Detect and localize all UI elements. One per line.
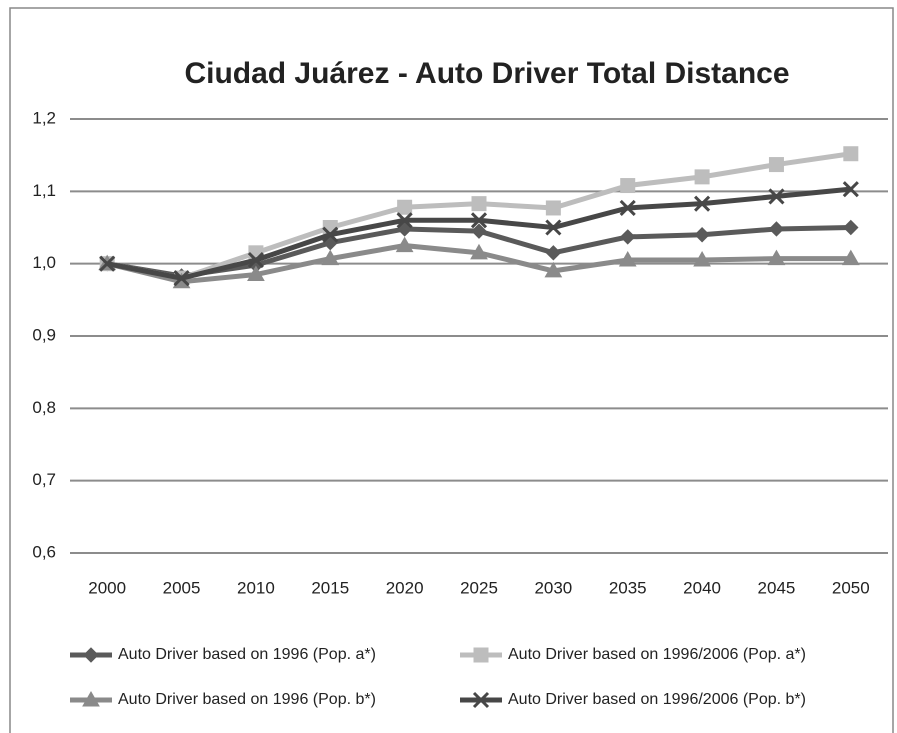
point-marker <box>620 229 636 245</box>
legend-label: Auto Driver based on 1996/2006 (Pop. b*) <box>508 691 806 708</box>
x-tick-label: 2005 <box>163 578 201 597</box>
point-marker <box>694 169 710 185</box>
point-marker <box>693 251 711 267</box>
point-marker <box>694 195 711 212</box>
chart-border <box>9 7 894 733</box>
point-marker <box>173 270 190 287</box>
y-tick-label: 0,6 <box>32 542 56 561</box>
point-marker <box>470 212 488 229</box>
point-marker <box>247 265 265 282</box>
point-marker <box>247 251 264 269</box>
point-marker <box>618 251 637 267</box>
legend-swatch <box>82 690 100 707</box>
x-tick-label: 2015 <box>311 578 349 597</box>
point-marker <box>767 249 786 266</box>
x-tick-label: 2050 <box>832 578 870 597</box>
x-tick-label: 2010 <box>237 578 275 597</box>
point-marker <box>395 236 414 253</box>
x-tick-label: 2000 <box>88 578 126 597</box>
point-marker <box>471 196 487 212</box>
x-tick-label: 2025 <box>460 578 498 597</box>
x-tick-label: 2040 <box>683 578 721 597</box>
point-marker <box>470 243 488 260</box>
y-tick-label: 0,9 <box>32 325 56 344</box>
point-marker <box>99 255 116 272</box>
point-marker <box>321 249 340 266</box>
point-marker <box>768 221 785 237</box>
legend-label: Auto Driver based on 1996 (Pop. a*) <box>118 646 376 663</box>
point-marker <box>545 245 562 261</box>
point-marker <box>545 200 561 216</box>
point-marker <box>843 146 859 162</box>
x-tick-label: 2030 <box>534 578 572 597</box>
legend-label: Auto Driver based on 1996/2006 (Pop. a*) <box>508 646 806 663</box>
x-tick-label: 2035 <box>609 578 647 597</box>
y-tick-label: 0,7 <box>32 470 56 489</box>
legend-swatch <box>472 691 490 709</box>
y-tick-label: 1,0 <box>32 253 56 272</box>
point-marker <box>768 188 785 205</box>
legend-swatch <box>473 647 489 663</box>
x-tick-label: 2045 <box>758 578 796 597</box>
chart-title: Ciudad Juárez - Auto Driver Total Distan… <box>184 57 789 90</box>
point-marker <box>841 249 860 266</box>
legend-swatch <box>83 647 99 663</box>
point-marker <box>768 157 784 173</box>
point-marker <box>842 181 859 198</box>
point-marker <box>694 227 710 243</box>
point-marker <box>397 199 413 215</box>
y-tick-label: 0,8 <box>32 398 56 417</box>
point-marker <box>545 219 562 236</box>
point-marker <box>619 199 636 217</box>
point-marker <box>396 212 413 229</box>
y-tick-label: 1,1 <box>32 181 56 200</box>
point-marker <box>322 226 339 243</box>
x-tick-label: 2020 <box>386 578 424 597</box>
point-marker <box>544 261 563 278</box>
legend-label: Auto Driver based on 1996 (Pop. b*) <box>118 691 376 708</box>
point-marker <box>843 219 859 236</box>
point-marker <box>620 178 636 194</box>
point-marker <box>471 223 487 239</box>
y-tick-label: 1,2 <box>32 108 56 127</box>
